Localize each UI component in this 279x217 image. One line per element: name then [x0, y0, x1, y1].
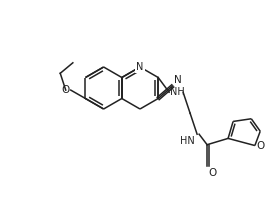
Text: N: N	[174, 75, 181, 85]
Text: O: O	[61, 85, 70, 95]
Text: O: O	[208, 168, 216, 178]
Text: N: N	[136, 62, 144, 72]
Text: NH: NH	[170, 87, 185, 97]
Text: O: O	[257, 141, 265, 151]
Text: HN: HN	[180, 136, 195, 146]
